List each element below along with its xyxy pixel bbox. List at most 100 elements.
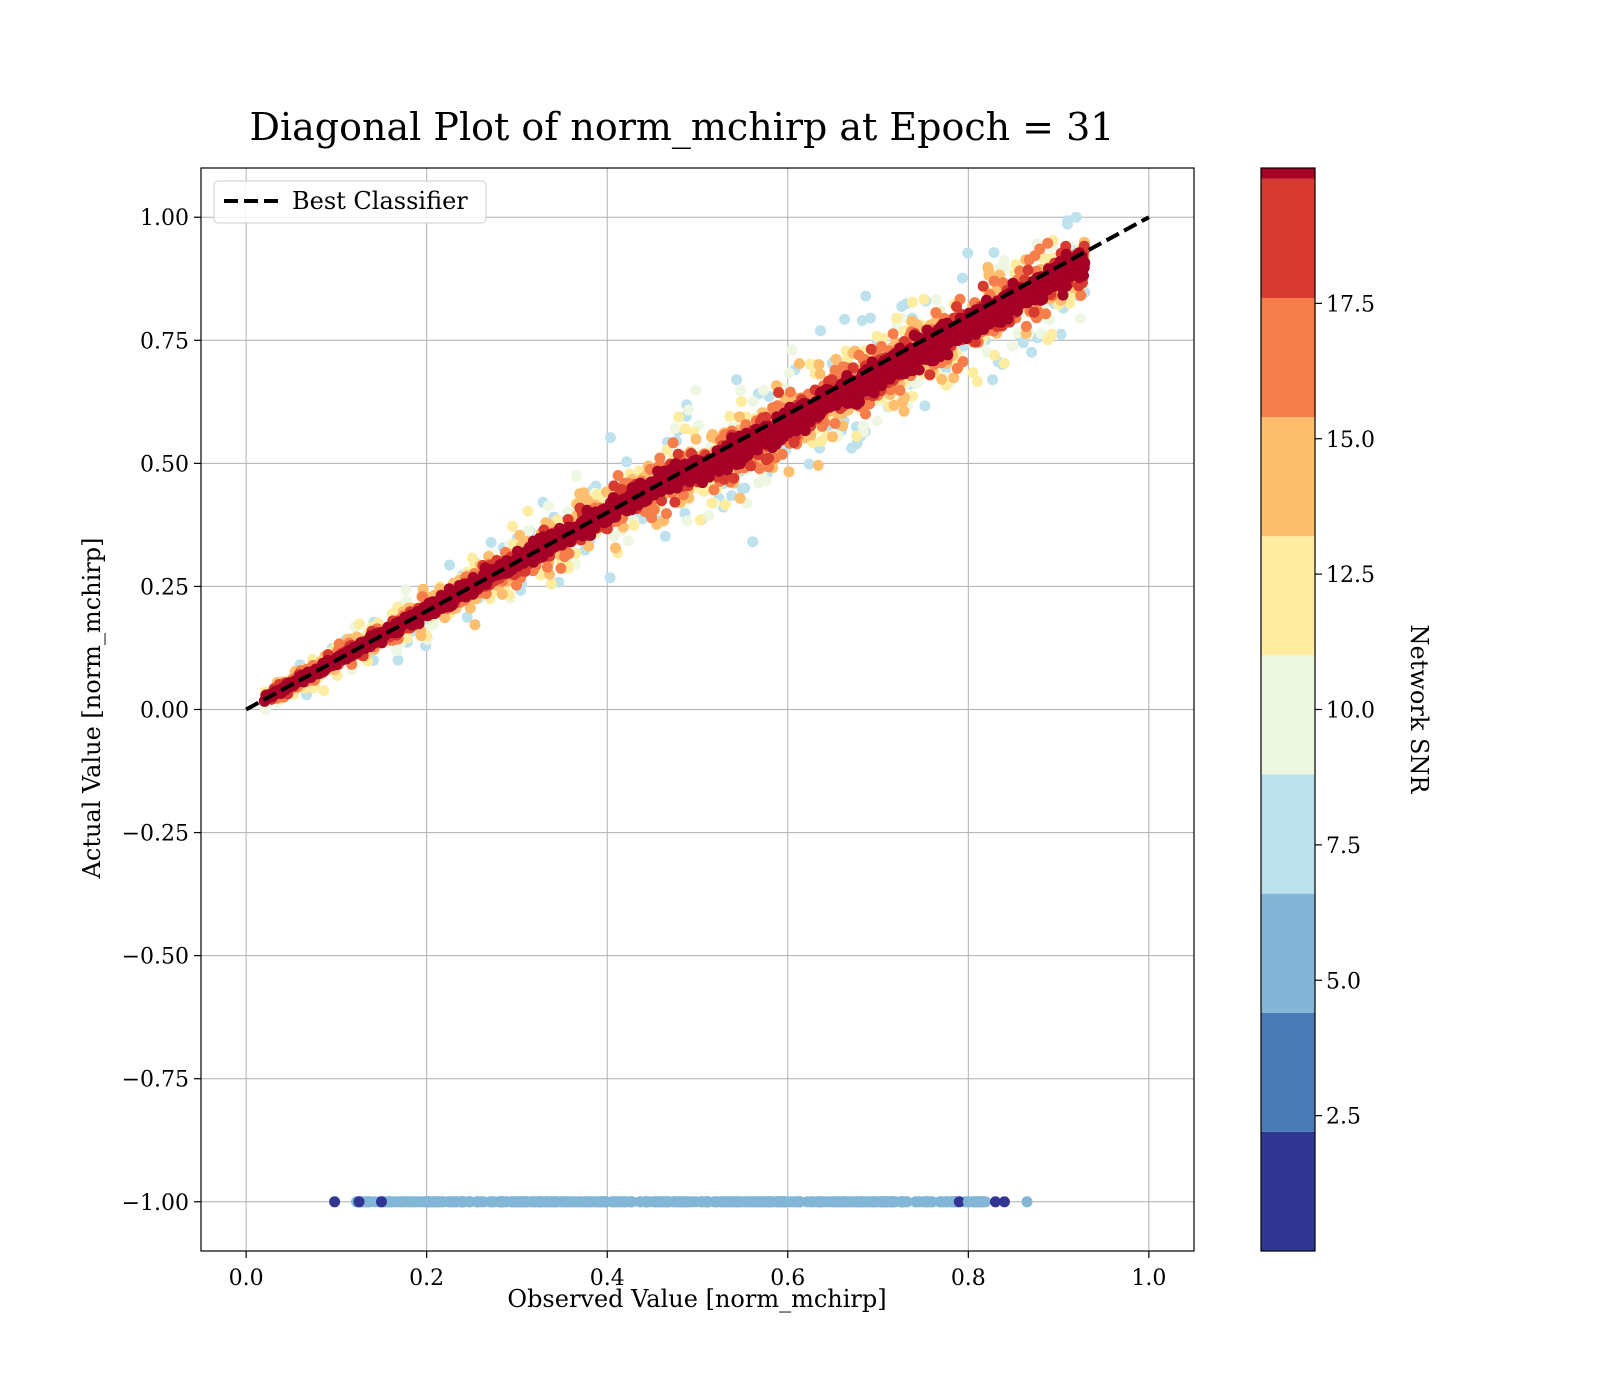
data-point xyxy=(453,580,465,591)
data-point xyxy=(764,1196,776,1208)
data-point xyxy=(847,362,859,374)
data-point xyxy=(495,1196,507,1208)
data-point xyxy=(690,384,702,396)
data-point xyxy=(1004,295,1016,307)
data-point xyxy=(885,1196,897,1208)
data-point xyxy=(753,477,764,489)
data-point xyxy=(391,645,403,657)
data-point xyxy=(670,1196,682,1208)
data-point xyxy=(924,369,936,381)
data-point xyxy=(682,467,694,479)
data-point xyxy=(865,343,877,355)
chart-title: Diagonal Plot of norm_mchirp at Epoch = … xyxy=(250,105,1115,150)
data-point xyxy=(570,470,582,482)
data-point xyxy=(353,618,365,630)
data-point xyxy=(953,1196,965,1208)
data-point xyxy=(578,487,590,499)
data-point xyxy=(507,520,518,532)
legend-label-best-classifier: Best Classifier xyxy=(292,187,468,215)
data-point xyxy=(962,1196,974,1208)
data-point xyxy=(376,1196,387,1208)
data-point xyxy=(681,515,693,527)
data-point xyxy=(437,1196,449,1208)
data-point xyxy=(857,420,869,432)
data-point xyxy=(703,509,715,521)
data-point xyxy=(485,537,497,548)
data-point xyxy=(471,1196,483,1208)
data-point xyxy=(1065,265,1077,277)
data-point xyxy=(830,353,842,365)
colorbar-segment xyxy=(1261,417,1315,537)
data-point xyxy=(614,1196,626,1208)
data-point xyxy=(773,421,785,432)
data-point xyxy=(1028,306,1040,318)
x-tick-label: 0.0 xyxy=(229,1266,264,1291)
x-axis-label: Observed Value [norm_mchirp] xyxy=(507,1285,886,1313)
data-point xyxy=(353,1196,365,1208)
data-point xyxy=(706,429,718,440)
data-point xyxy=(842,1196,854,1208)
data-point xyxy=(608,480,620,492)
data-point xyxy=(967,367,979,378)
data-point xyxy=(965,317,977,329)
data-point xyxy=(731,459,742,470)
data-point xyxy=(934,1196,946,1208)
data-point xyxy=(803,458,815,470)
data-point xyxy=(956,272,968,284)
data-point xyxy=(445,1196,457,1208)
data-point xyxy=(728,1196,739,1208)
data-point xyxy=(1038,252,1050,264)
data-point xyxy=(747,536,759,548)
data-point xyxy=(850,398,862,410)
data-point xyxy=(1078,256,1090,268)
data-point xyxy=(534,1196,546,1208)
data-point xyxy=(988,275,1000,287)
data-point xyxy=(850,1196,862,1208)
data-point xyxy=(609,542,621,554)
data-point xyxy=(747,396,759,407)
colorbar-tick-label: 10.0 xyxy=(1326,699,1375,724)
data-point xyxy=(461,611,473,623)
data-point xyxy=(466,552,478,564)
data-point xyxy=(804,358,816,370)
data-point xyxy=(329,1196,341,1208)
data-point xyxy=(987,374,999,386)
data-point xyxy=(773,387,785,398)
data-point xyxy=(1042,334,1054,346)
colorbar-segment xyxy=(1261,168,1315,179)
data-point xyxy=(719,499,731,511)
data-point xyxy=(814,368,826,380)
x-tick-label: 0.4 xyxy=(590,1266,625,1291)
data-point xyxy=(898,405,910,417)
data-point xyxy=(702,467,714,479)
data-point xyxy=(1020,320,1032,332)
x-tick-label: 0.6 xyxy=(770,1266,805,1291)
data-point xyxy=(751,1196,763,1208)
data-point xyxy=(829,364,841,376)
best-classifier-line xyxy=(245,215,1150,712)
data-point xyxy=(1057,289,1069,301)
data-point xyxy=(555,562,567,574)
data-point xyxy=(887,328,899,340)
data-point xyxy=(934,351,946,363)
grid-lines xyxy=(201,168,1194,1251)
data-point xyxy=(839,313,851,325)
data-point xyxy=(522,505,534,517)
data-point xyxy=(866,356,878,368)
colorbar-segment xyxy=(1261,1131,1315,1251)
colorbar-label: Network SNR xyxy=(1405,625,1433,795)
data-point xyxy=(763,425,775,437)
x-tick-label: 0.8 xyxy=(951,1266,986,1291)
colorbar-tick-label: 15.0 xyxy=(1326,428,1375,453)
data-point xyxy=(721,464,733,476)
data-point xyxy=(957,356,969,368)
data-point xyxy=(628,519,640,531)
y-axis-ticks: 1.000.750.500.250.00−0.25−0.50−0.75−1.00 xyxy=(122,206,201,1216)
data-point xyxy=(910,1196,922,1208)
data-point xyxy=(711,449,723,461)
data-point xyxy=(728,472,740,484)
x-axis-ticks: 0.0 0.2 0.4 0.6 0.8 1.0 xyxy=(229,1251,1166,1291)
data-point xyxy=(734,492,746,504)
data-point xyxy=(736,396,747,407)
data-point xyxy=(970,328,982,340)
